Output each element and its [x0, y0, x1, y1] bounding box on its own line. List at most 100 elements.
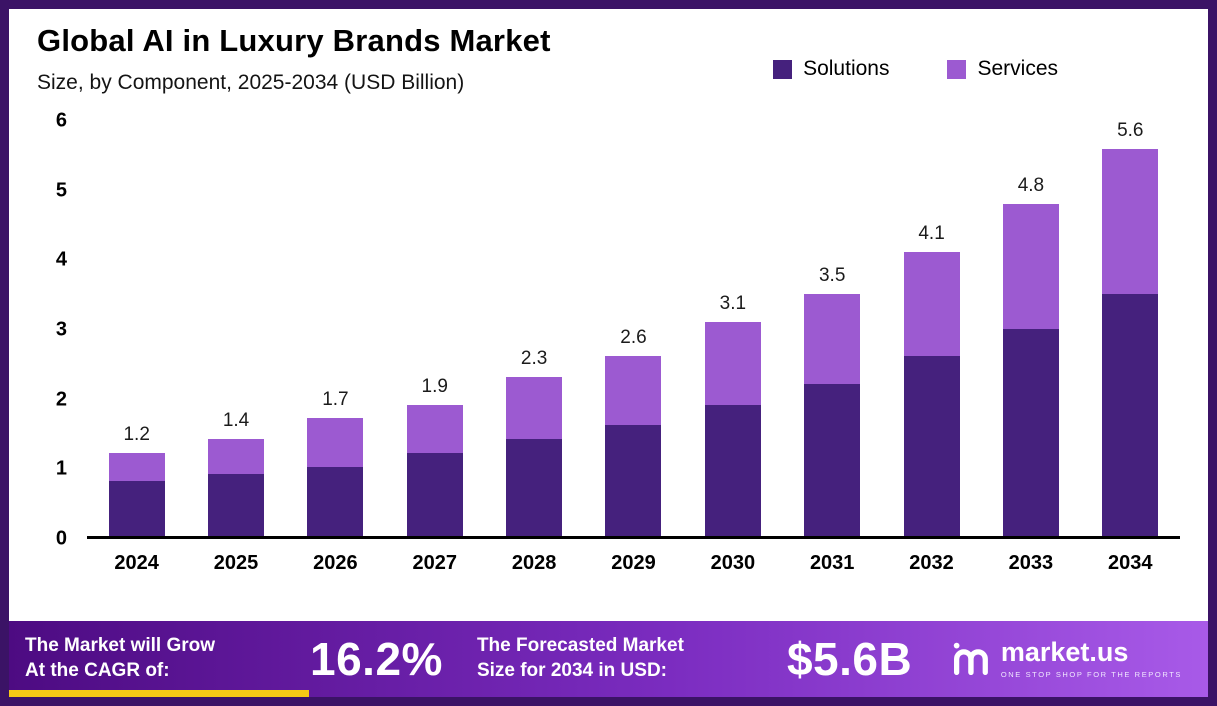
- chart-title: Global AI in Luxury Brands Market: [37, 23, 551, 58]
- x-axis-label: 2034: [1108, 551, 1153, 574]
- cagr-label: The Market will Grow At the CAGR of:: [25, 635, 216, 681]
- brand-name: market.us: [1000, 637, 1129, 667]
- bar-column: 5.6: [1081, 120, 1180, 536]
- bar-segment-solutions: [406, 453, 463, 536]
- bar-segment-solutions: [108, 480, 165, 536]
- x-axis: 2024 2025 2026 2027 2028 2029 2030 2031 2032 2033…: [87, 539, 1180, 587]
- footer-banner: The Market will Grow At the CAGR of: 16.…: [9, 621, 1208, 697]
- legend-item-services: Services: [947, 57, 1058, 81]
- bar-total-label: 2.6: [620, 327, 647, 349]
- x-axis-label: 2025: [213, 551, 259, 574]
- cagr-value: 16.2%: [310, 633, 443, 685]
- bar-segment-solutions: [704, 404, 761, 536]
- bar-total-label: 3.5: [818, 264, 846, 286]
- bar-segment-solutions: [506, 439, 563, 536]
- legend-label-solutions: Solutions: [803, 57, 890, 80]
- bar-segment-services: [704, 321, 761, 405]
- chart-section: Global AI in Luxury Brands Market Size, …: [9, 9, 1208, 621]
- bar-segment-solutions: [1002, 328, 1059, 536]
- x-axis-label: 2030: [710, 551, 756, 574]
- bar-total-label: 1.7: [322, 389, 349, 411]
- forecast-value: $5.6B: [786, 633, 913, 685]
- bar-total-label: 1.2: [123, 424, 150, 446]
- services-swatch-icon: [947, 59, 967, 79]
- bar-column: 1.9: [385, 376, 484, 536]
- plot-row: 0 1 2 3 4 5 6 1.2 1.4 1.7 1.9 2.3 2.6 3.1 3.5 4.1 4.8 5.…: [29, 110, 1180, 550]
- stacked-bar: [1102, 148, 1159, 536]
- forecast-label: The Forecasted Market Size for 2034 in U…: [476, 635, 684, 681]
- x-axis-label: 2027: [412, 551, 458, 574]
- bar-segment-solutions: [307, 466, 364, 536]
- y-tick-label: 1: [55, 457, 67, 480]
- stacked-bar: [1002, 204, 1059, 536]
- footer-accent-bar: [9, 690, 309, 697]
- bar-segment-services: [208, 439, 265, 474]
- brand-logo: market.us ONE STOP SHOP FOR THE REPORTS: [949, 638, 1182, 680]
- y-tick-label: 4: [55, 248, 67, 271]
- stacked-bar: [605, 356, 662, 536]
- bar-column: 3.5: [783, 265, 882, 536]
- bar-segment-services: [1002, 204, 1059, 329]
- bar-column: 1.4: [186, 410, 285, 536]
- x-axis-label: 2026: [313, 551, 358, 574]
- stacked-bar: [307, 418, 364, 536]
- x-axis-label: 2024: [114, 551, 159, 574]
- plot-area: 1.2 1.4 1.7 1.9 2.3 2.6 3.1 3.5 4.1 4.8 5.6: [87, 120, 1180, 539]
- x-axis-label: 2029: [611, 551, 656, 574]
- bar-column: 1.7: [286, 389, 385, 536]
- bar-total-label: 4.1: [918, 223, 945, 245]
- y-tick-label: 5: [55, 179, 67, 202]
- bar-column: 4.8: [981, 175, 1080, 536]
- stacked-bar: [108, 453, 165, 536]
- bar-segment-solutions: [208, 473, 265, 536]
- bar-total-label: 3.1: [719, 292, 747, 314]
- y-tick-label: 0: [55, 527, 67, 550]
- stacked-bar: [903, 252, 960, 536]
- bar-column: 2.3: [484, 348, 583, 536]
- brand-tagline: ONE STOP SHOP FOR THE REPORTS: [1000, 670, 1182, 679]
- stacked-bar: [208, 439, 265, 536]
- bar-total-label: 4.8: [1017, 175, 1045, 196]
- bar-segment-solutions: [903, 356, 960, 536]
- bar-total-label: 1.4: [222, 410, 250, 432]
- bar-segment-solutions: [1102, 293, 1159, 536]
- solutions-swatch-icon: [773, 59, 793, 79]
- bar-column: 4.1: [882, 223, 981, 536]
- stacked-bar: [704, 321, 761, 536]
- bar-segment-solutions: [605, 425, 662, 536]
- legend-label-services: Services: [977, 57, 1058, 80]
- legend-item-solutions: Solutions: [773, 57, 889, 81]
- legend: Solutions Services: [773, 57, 1058, 81]
- bar-segment-services: [903, 252, 960, 357]
- stacked-bar: [506, 376, 563, 536]
- y-axis: 0 1 2 3 4 5 6: [29, 110, 87, 550]
- y-tick-label: 2: [55, 388, 67, 411]
- bar-total-label: 1.9: [421, 375, 448, 397]
- bar-segment-services: [406, 404, 463, 453]
- y-tick-label: 6: [55, 109, 67, 132]
- bar-total-label: 5.6: [1117, 119, 1144, 141]
- bar-segment-services: [307, 418, 364, 467]
- bar-column: 3.1: [683, 293, 782, 536]
- bar-segment-services: [804, 293, 861, 384]
- brand-text: market.us ONE STOP SHOP FOR THE REPORTS: [1000, 637, 1182, 680]
- bar-column: 2.6: [584, 327, 683, 536]
- stacked-bar: [804, 293, 861, 536]
- stacked-bar: [406, 404, 463, 536]
- y-tick-label: 3: [55, 318, 67, 341]
- x-axis-label: 2028: [511, 551, 557, 574]
- bar-segment-solutions: [804, 383, 861, 536]
- x-axis-label: 2033: [1008, 551, 1054, 574]
- bar-segment-services: [506, 376, 563, 440]
- x-axis-label: 2031: [809, 551, 855, 574]
- bar-total-label: 2.3: [520, 347, 548, 369]
- bar-segment-services: [1102, 148, 1159, 294]
- x-axis-label: 2032: [909, 551, 954, 574]
- chart-header: Global AI in Luxury Brands Market Size, …: [29, 23, 1180, 95]
- market-us-logo-icon: [953, 642, 988, 675]
- chart-subtitle: Size, by Component, 2025-2034 (USD Billi…: [37, 71, 465, 94]
- bar-column: 1.2: [87, 424, 186, 536]
- bar-segment-services: [605, 356, 662, 426]
- bar-segment-services: [108, 453, 165, 481]
